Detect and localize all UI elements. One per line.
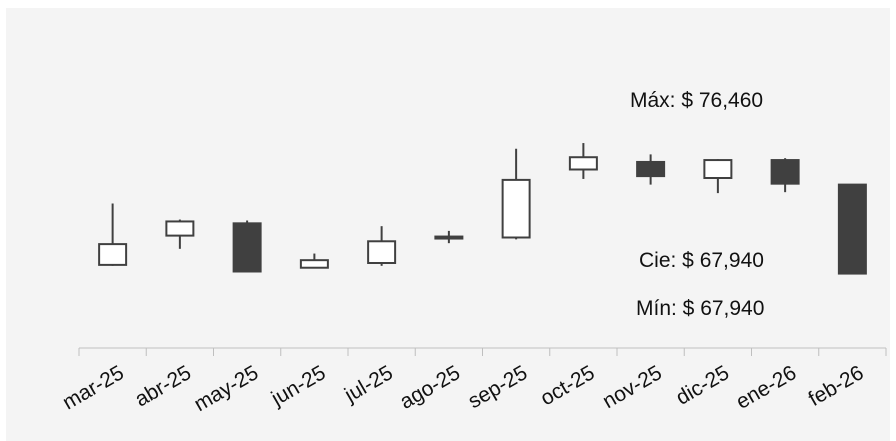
x-tick-label: dic-25 <box>672 361 733 410</box>
candle-body <box>636 160 666 178</box>
candle-body <box>434 235 464 240</box>
candle-body <box>165 220 195 237</box>
candle-body <box>367 240 397 264</box>
candle-dic-25 <box>703 159 733 194</box>
x-tick-label: ago-25 <box>396 361 464 414</box>
candle-body <box>501 178 531 239</box>
candle-abr-25 <box>165 219 195 249</box>
candle-nov-25 <box>636 154 666 185</box>
candle-mar-25 <box>98 203 128 266</box>
candle-jul-25 <box>367 226 397 266</box>
x-axis <box>78 347 887 356</box>
x-tick-label: may-25 <box>190 361 262 416</box>
x-tick-label: nov-25 <box>599 361 666 413</box>
candle-ene-26 <box>770 158 800 193</box>
candle-body <box>770 159 800 185</box>
candle-feb-26 <box>837 183 867 275</box>
x-tick-label: abr-25 <box>131 361 195 411</box>
x-tick-label: oct-25 <box>537 361 599 410</box>
candle-body <box>703 159 733 180</box>
x-tick-label: sep-25 <box>464 361 531 413</box>
x-tick-label: mar-25 <box>59 361 128 414</box>
candle-body <box>232 222 262 273</box>
close-annotation: Cie: $ 67,940 <box>639 249 764 272</box>
max-annotation: Máx: $ 76,460 <box>630 89 763 112</box>
x-tick-label: ene-26 <box>732 361 800 414</box>
candle-body <box>299 259 329 269</box>
min-annotation: Mín: $ 67,940 <box>636 297 764 320</box>
candle-body <box>837 183 867 275</box>
chart-frame <box>6 8 890 441</box>
candle-may-25 <box>232 220 262 273</box>
x-tick-label: feb-26 <box>805 361 868 411</box>
candle-body <box>98 243 128 266</box>
x-tick-label: jul-25 <box>340 361 397 407</box>
candle-oct-25 <box>568 143 598 179</box>
candle-jun-25 <box>299 253 329 269</box>
candle-body <box>568 156 598 171</box>
candle-ago-25 <box>434 230 464 244</box>
candles <box>98 143 867 275</box>
candle-sep-25 <box>501 148 531 240</box>
x-tick-label: jun-25 <box>267 361 330 411</box>
